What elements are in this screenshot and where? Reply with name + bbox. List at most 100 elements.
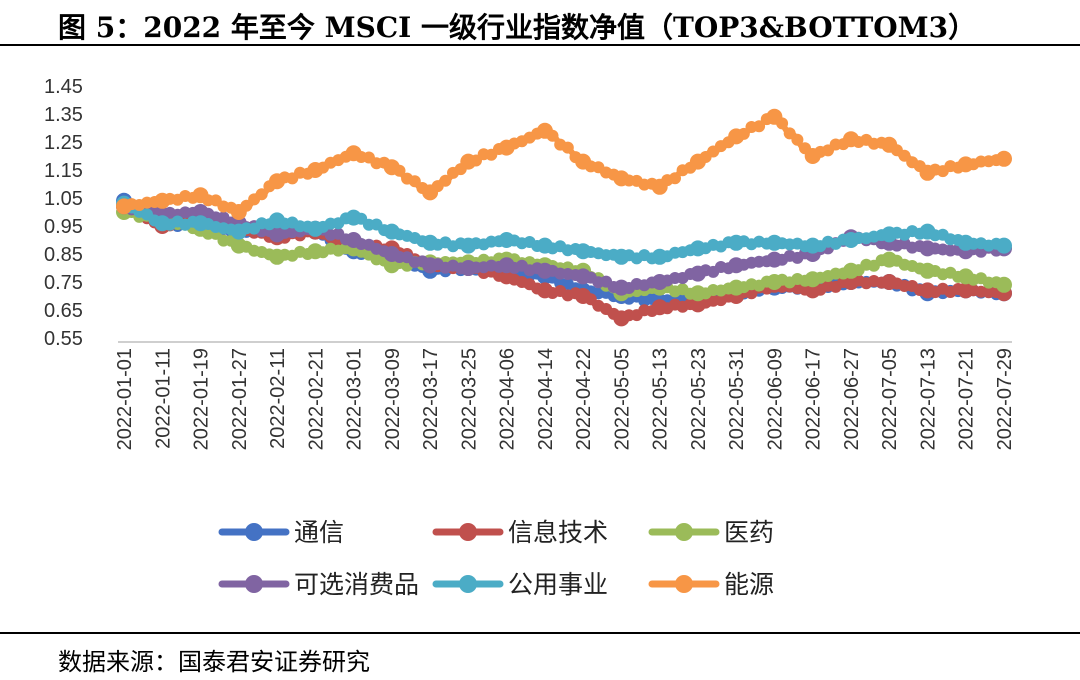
data-point [307, 162, 324, 178]
data-point [766, 234, 783, 251]
data-point [804, 237, 821, 254]
data-point [843, 262, 859, 279]
series-layer [116, 108, 1012, 327]
x-tick-label: 2022-05-31 [726, 348, 748, 450]
x-tick-label: 2022-03-09 [382, 348, 404, 450]
data-point [575, 153, 592, 170]
data-point [996, 237, 1012, 254]
x-tick-label: 2022-03-17 [420, 348, 442, 450]
data-point [804, 282, 821, 299]
data-point [689, 296, 706, 313]
data-point [269, 212, 285, 229]
y-tick-label: 0.65 [44, 300, 83, 322]
x-tick-label: 2022-01-27 [229, 348, 251, 450]
data-point [689, 265, 706, 282]
y-tick-label: 1.05 [44, 188, 83, 210]
data-point [919, 262, 936, 279]
data-point [192, 215, 209, 232]
series-point [669, 172, 681, 185]
x-tick-label: 2022-07-05 [879, 348, 901, 450]
data-point [843, 232, 859, 248]
legend-label: 信息技术 [508, 518, 608, 547]
data-point [536, 262, 553, 279]
x-tick-label: 2022-07-29 [994, 348, 1016, 450]
y-axis: 1.45 1.35 1.25 1.15 1.05 0.95 0.85 0.75 0.65 0.55 [44, 76, 83, 350]
data-point [498, 257, 515, 274]
data-point [919, 164, 936, 181]
y-tick-label: 0.95 [44, 216, 83, 238]
legend-item: 信息技术 [432, 518, 608, 547]
data-point [957, 282, 974, 299]
legend-item: 能源 [648, 570, 774, 599]
x-tick-label: 2022-03-25 [458, 348, 480, 450]
data-point [460, 153, 477, 170]
data-point [766, 251, 783, 268]
data-point [575, 288, 592, 304]
data-point [154, 192, 171, 209]
legend-swatch-marker [675, 523, 693, 541]
legend-label: 公用事业 [508, 570, 608, 599]
data-point [269, 173, 285, 190]
data-point [345, 209, 362, 226]
x-tick-label: 2022-06-27 [841, 348, 863, 450]
data-point [269, 226, 285, 243]
data-point [536, 237, 553, 254]
series-point [753, 120, 766, 133]
data-point [881, 136, 898, 153]
data-point [651, 178, 668, 195]
data-point [651, 274, 668, 290]
data-point [536, 122, 553, 139]
data-point [498, 232, 515, 248]
y-tick-label: 0.75 [44, 272, 83, 294]
legend-swatch-marker [245, 523, 263, 541]
data-point [728, 128, 745, 145]
series-5 [116, 108, 1012, 220]
series-point [439, 174, 452, 187]
data-point [766, 108, 783, 125]
data-point [613, 310, 630, 327]
data-point [919, 223, 936, 240]
data-point [307, 243, 324, 260]
legend-swatch-marker [459, 575, 477, 593]
data-point [154, 215, 171, 232]
data-point [728, 257, 745, 274]
legend-item: 医药 [648, 518, 774, 547]
y-tick-label: 1.25 [44, 132, 83, 154]
x-tick-label: 2022-05-23 [688, 348, 710, 450]
series-point [561, 141, 574, 154]
legend-item: 可选消费品 [218, 570, 419, 599]
data-point [460, 260, 477, 276]
data-point [843, 131, 859, 148]
x-axis: 2022-01-01 2022-01-11 2022-01-19 2022-01-27… [114, 341, 1016, 450]
data-point [575, 268, 592, 285]
data-point [116, 198, 132, 215]
data-point [689, 285, 706, 302]
data-point [996, 150, 1012, 167]
data-point [804, 148, 821, 164]
data-point [422, 234, 439, 251]
x-tick-label: 2022-02-21 [305, 348, 327, 450]
data-point [728, 279, 745, 296]
y-tick-label: 1.45 [44, 76, 83, 98]
data-point [881, 226, 898, 243]
data-point [957, 156, 974, 173]
x-tick-label: 2022-07-13 [917, 348, 939, 450]
source-note: 数据来源：国泰君安证券研究 [58, 648, 370, 676]
x-tick-label: 2022-06-09 [764, 348, 786, 450]
data-point [422, 257, 439, 274]
series-4 [116, 195, 1012, 265]
title-bar: 图 5：2022 年至今 MSCI 一级行业指数净值（TOP3&BOTTOM3） [0, 0, 1080, 46]
legend-item: 公用事业 [432, 570, 608, 599]
data-point [422, 184, 439, 201]
legend-swatch-marker [675, 575, 693, 593]
data-point [728, 234, 745, 251]
data-point [957, 268, 974, 285]
data-point [230, 204, 247, 220]
data-point [345, 145, 362, 162]
data-point [881, 251, 898, 268]
data-point [345, 232, 362, 248]
x-tick-label: 2022-06-17 [803, 348, 825, 450]
legend-label: 可选消费品 [294, 570, 419, 599]
x-tick-label: 2022-07-21 [956, 348, 978, 450]
x-tick-label: 2022-04-14 [535, 348, 557, 450]
